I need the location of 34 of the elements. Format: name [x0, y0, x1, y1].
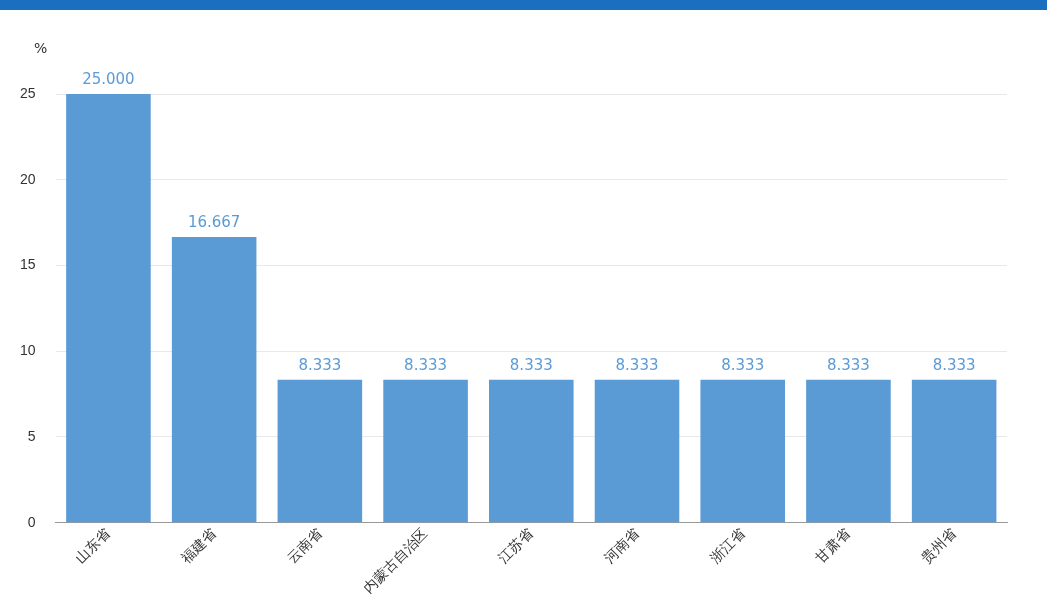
bar [806, 379, 891, 523]
y-axis-title: % [34, 40, 48, 56]
data-label: 8.333 [932, 356, 976, 375]
x-tick-label: 福建省 [177, 525, 219, 567]
data-label: 25.000 [82, 70, 135, 89]
x-tick-label: 河南省 [600, 525, 642, 567]
data-label: 8.333 [404, 356, 448, 375]
bar [383, 379, 468, 523]
bar [594, 379, 680, 523]
y-tick-label: 5 [27, 427, 36, 444]
bar [277, 379, 363, 523]
x-tick-label: 云南省 [283, 525, 325, 567]
data-label: 8.333 [298, 356, 342, 375]
x-tick-label: 内蒙古自治区 [359, 525, 431, 596]
x-tick-label: 山东省 [72, 525, 114, 567]
bar [66, 94, 151, 523]
x-tick-label: 甘肃省 [812, 525, 854, 567]
x-tick-label: 贵州省 [917, 525, 959, 567]
data-label: 16.667 [187, 213, 241, 232]
y-tick-label: 15 [19, 256, 36, 273]
y-tick-label: 25 [19, 84, 36, 101]
x-tick-label: 江苏省 [495, 525, 537, 567]
data-label: 8.333 [721, 356, 765, 375]
data-label: 8.333 [615, 356, 659, 375]
y-tick-label: 10 [19, 342, 36, 359]
bar [171, 236, 257, 523]
bar [911, 379, 997, 523]
data-label: 8.333 [826, 356, 870, 375]
y-tick-label: 0 [27, 513, 36, 530]
bar [489, 379, 574, 523]
data-label: 8.333 [509, 356, 553, 375]
x-tick-label: 浙江省 [706, 525, 748, 567]
y-tick-label: 20 [19, 170, 36, 187]
bar [700, 379, 785, 523]
